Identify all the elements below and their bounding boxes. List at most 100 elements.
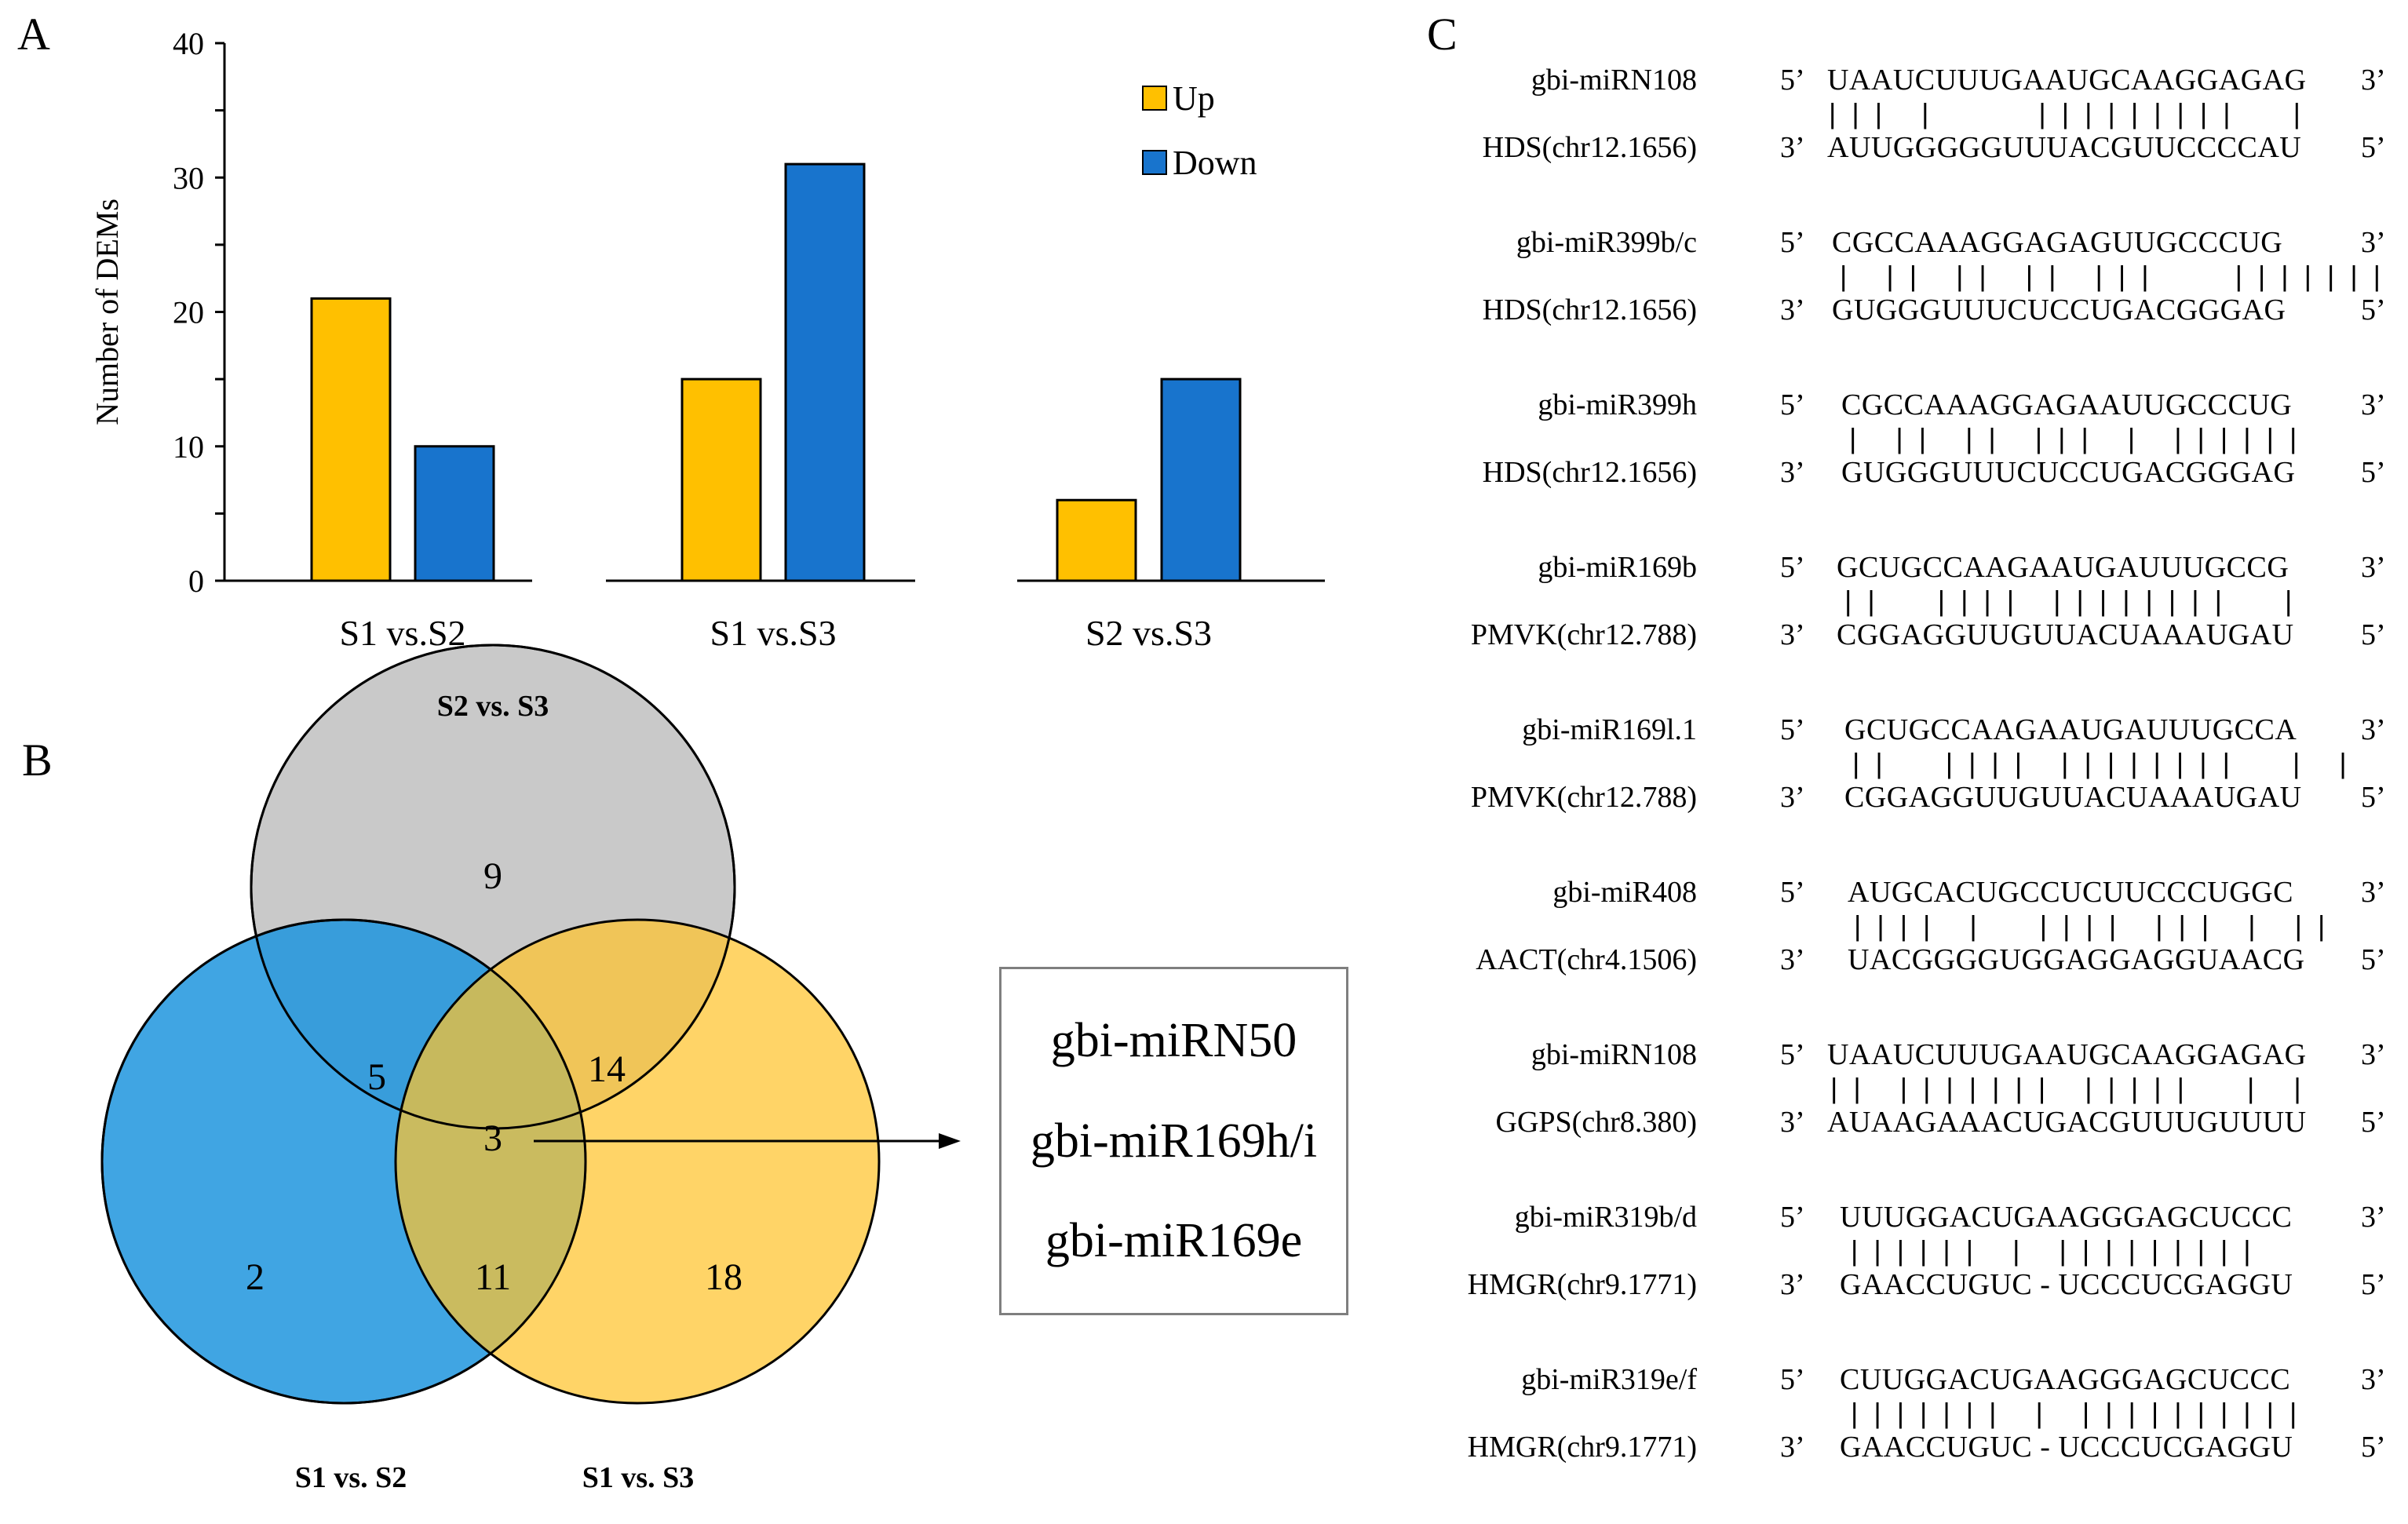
panel-label-c: C [1427,9,1458,60]
five-prime-end: 5’ [2361,1106,2386,1139]
pairing-marks: | | | | | | | | | | | | | | | | [1852,747,2351,779]
mirna-sequence: CGCCAAAGGAGAGUUGCCCUG [1832,226,2283,259]
bar-chart: 0 10 20 30 40 Number of DEMs S1 vs.S2 S1 vs.S3 S… [89,26,1325,653]
shared-mirna-3: gbi-miR169e [1045,1213,1303,1267]
venn-set-label-s1s2: S1 vs. S2 [295,1461,407,1494]
three-prime-end: 3’ [2361,1038,2386,1071]
target-sequence: GAACCUGUC - UCCCUCGAGGU [1840,1431,2293,1464]
mirna-name: gbi-miR169b [1538,551,1697,584]
y-tick-label: 30 [173,160,204,195]
legend-swatch-up [1142,86,1167,111]
five-prime-end: 5’ [2361,943,2386,976]
panel-label-a: A [17,9,50,60]
alignment-pair: gbi-miR319e/f 5’ CUUGGACUGAAGGGAGCUCCC 3… [1468,1347,2402,1496]
mirna-sequence: GCUGCCAAGAAUGAUUUGCCG [1837,551,2289,584]
alignment-pair: gbi-miRN108 5’ UAAUCUUUGAAUGCAAGGAGAG 3’… [1483,47,2402,196]
three-prime-end: 3’ [1780,943,1805,976]
five-prime-end: 5’ [2361,456,2386,489]
mirna-name: gbi-miRN108 [1531,1038,1697,1071]
five-prime-end: 5’ [2361,618,2386,651]
venn-count-s1s2-s1s3: 11 [475,1256,511,1298]
alignment-pair: gbi-miR399h 5’ CGCCAAAGGAGAAUUGCCCUG 3’ … [1483,372,2402,521]
y-tick-label: 0 [188,563,204,599]
shared-mirna-2: gbi-miR169h/i [1030,1114,1318,1168]
alignment-pair: gbi-miR319b/d 5’ UUUGGACUGAAGGGAGCUCCC 3… [1468,1184,2402,1333]
mirna-name: gbi-miR399h [1538,388,1697,421]
mirna-name: gbi-miR319e/f [1521,1363,1697,1396]
arrow-head-icon [939,1133,961,1149]
pairing-marks: | | | | | | | | | | | | | | | [1849,422,2301,454]
three-prime-end: 3’ [1780,1431,1805,1464]
target-name: HDS(chr12.1656) [1482,456,1697,489]
venn-count-s1s2-only: 2 [246,1256,265,1298]
x-category-label: S1 vs.S3 [710,613,836,653]
alignment-pair: gbi-miR169l.1 5’ GCUGCCAAGAAUGAUUUGCCA 3… [1471,697,2402,846]
y-tick-label: 40 [173,26,204,61]
target-sequence: GUGGGUUUCUCCUGACGGGAG [1832,293,2286,326]
y-tick-label: 20 [173,295,204,330]
target-name: HMGR(chr9.1771) [1467,1431,1697,1464]
venn-count-s2s3-only: 9 [483,855,502,897]
three-prime-end: 3’ [1780,618,1805,651]
venn-set-label-s2s3: S2 vs. S3 [437,690,549,723]
pairing-marks: | | | | | | | | | | | | | | | | | | [1851,1397,2301,1429]
venn-circle-s1s3 [394,918,881,1405]
five-prime-end: 5’ [2361,781,2386,814]
target-sequence: UACGGGGUGGAGGAGGUAACG [1848,943,2305,976]
pairing-marks: | | | | | | | | | | | | | | [1829,97,2304,129]
three-prime-end: 3’ [1780,131,1805,164]
target-name: AACT(chr4.1506) [1476,943,1697,976]
three-prime-end: 3’ [2361,64,2386,97]
alignment-pair: gbi-miR169b 5’ GCUGCCAAGAAUGAUUUGCCG 3’ … [1471,534,2402,684]
pairing-marks: | | | | | | | | | | | | | | | | [1830,1072,2305,1104]
target-name: HDS(chr12.1656) [1482,293,1697,326]
mirna-sequence: CGCCAAAGGAGAAUUGCCCUG [1841,388,2293,421]
target-sequence: CGGAGGUUGUUACUAAAUGAU [1837,618,2294,651]
mirna-sequence: UAAUCUUUGAAUGCAAGGAGAG [1827,64,2307,97]
five-prime-end: 5’ [2361,1431,2386,1464]
three-prime-end: 3’ [2361,388,2386,421]
three-prime-end: 3’ [1780,1106,1805,1139]
mirna-name: gbi-miR399b/c [1516,226,1697,259]
alignment-panel: gbi-miRN108 5’ UAAUCUUUGAAUGCAAGGAGAG 3’… [1468,47,2402,1522]
bar-up-1 [310,297,392,582]
mirna-sequence: AUGCACUGCCUCUUCCCUGGC [1848,876,2293,909]
pairing-marks: | | | | | | | | | | | | | | | | [1851,1234,2255,1267]
three-prime-end: 3’ [2361,1201,2386,1234]
five-prime-end: 5’ [1780,226,1805,259]
x-category-label: S2 vs.S3 [1085,613,1212,653]
target-sequence: GAACCUGUC - UCCCUCGAGGU [1840,1268,2293,1301]
venn-diagram: S2 vs. S3 S1 vs. S2 S1 vs. S3 9 5 14 3 2… [100,644,961,1494]
mirna-name: gbi-miRN108 [1531,64,1697,97]
five-prime-end: 5’ [1780,64,1805,97]
venn-count-s2s3-s1s3: 14 [588,1048,626,1090]
target-name: HDS(chr12.1656) [1482,131,1697,164]
bar-up-2 [680,377,762,582]
three-prime-end: 3’ [1780,1268,1805,1301]
mirna-sequence: CUUGGACUGAAGGGAGCUCCC [1840,1363,2291,1396]
alignment-pair: gbi-miR408 5’ AUGCACUGCCUCUUCCCUGGC 3’ |… [1476,859,2402,1008]
shared-mirna-box: gbi-miRN50 gbi-miR169h/i gbi-miR169e [999,967,1348,1315]
five-prime-end: 5’ [1780,388,1805,421]
bar-down-1 [414,445,495,582]
five-prime-end: 5’ [2361,293,2386,326]
five-prime-end: 5’ [1780,713,1805,746]
mirna-sequence: UUUGGACUGAAGGGAGCUCCC [1840,1201,2293,1234]
target-name: GGPS(chr8.380) [1495,1106,1697,1139]
five-prime-end: 5’ [1780,1038,1805,1071]
bar-up-3 [1056,498,1137,582]
five-prime-end: 5’ [2361,131,2386,164]
bar-down-2 [784,162,866,582]
legend-label-down: Down [1173,144,1257,182]
five-prime-end: 5’ [1780,551,1805,584]
pairing-marks: | | | | | | | | | | | | | | | [1844,585,2297,617]
alignment-pair: gbi-miRN108 5’ UAAUCUUUGAAUGCAAGGAGAG 3’… [1491,1022,2402,1171]
legend-label-up: Up [1173,79,1215,118]
legend-swatch-down [1142,150,1167,175]
venn-count-s1s2-s2s3: 5 [367,1056,386,1098]
y-axis-label: Number of DEMs [89,199,125,425]
venn-count-s1s3-only: 18 [705,1256,742,1298]
mirna-name: gbi-miR169l.1 [1522,713,1697,746]
five-prime-end: 5’ [1780,1201,1805,1234]
panel-label-b: B [22,735,53,786]
